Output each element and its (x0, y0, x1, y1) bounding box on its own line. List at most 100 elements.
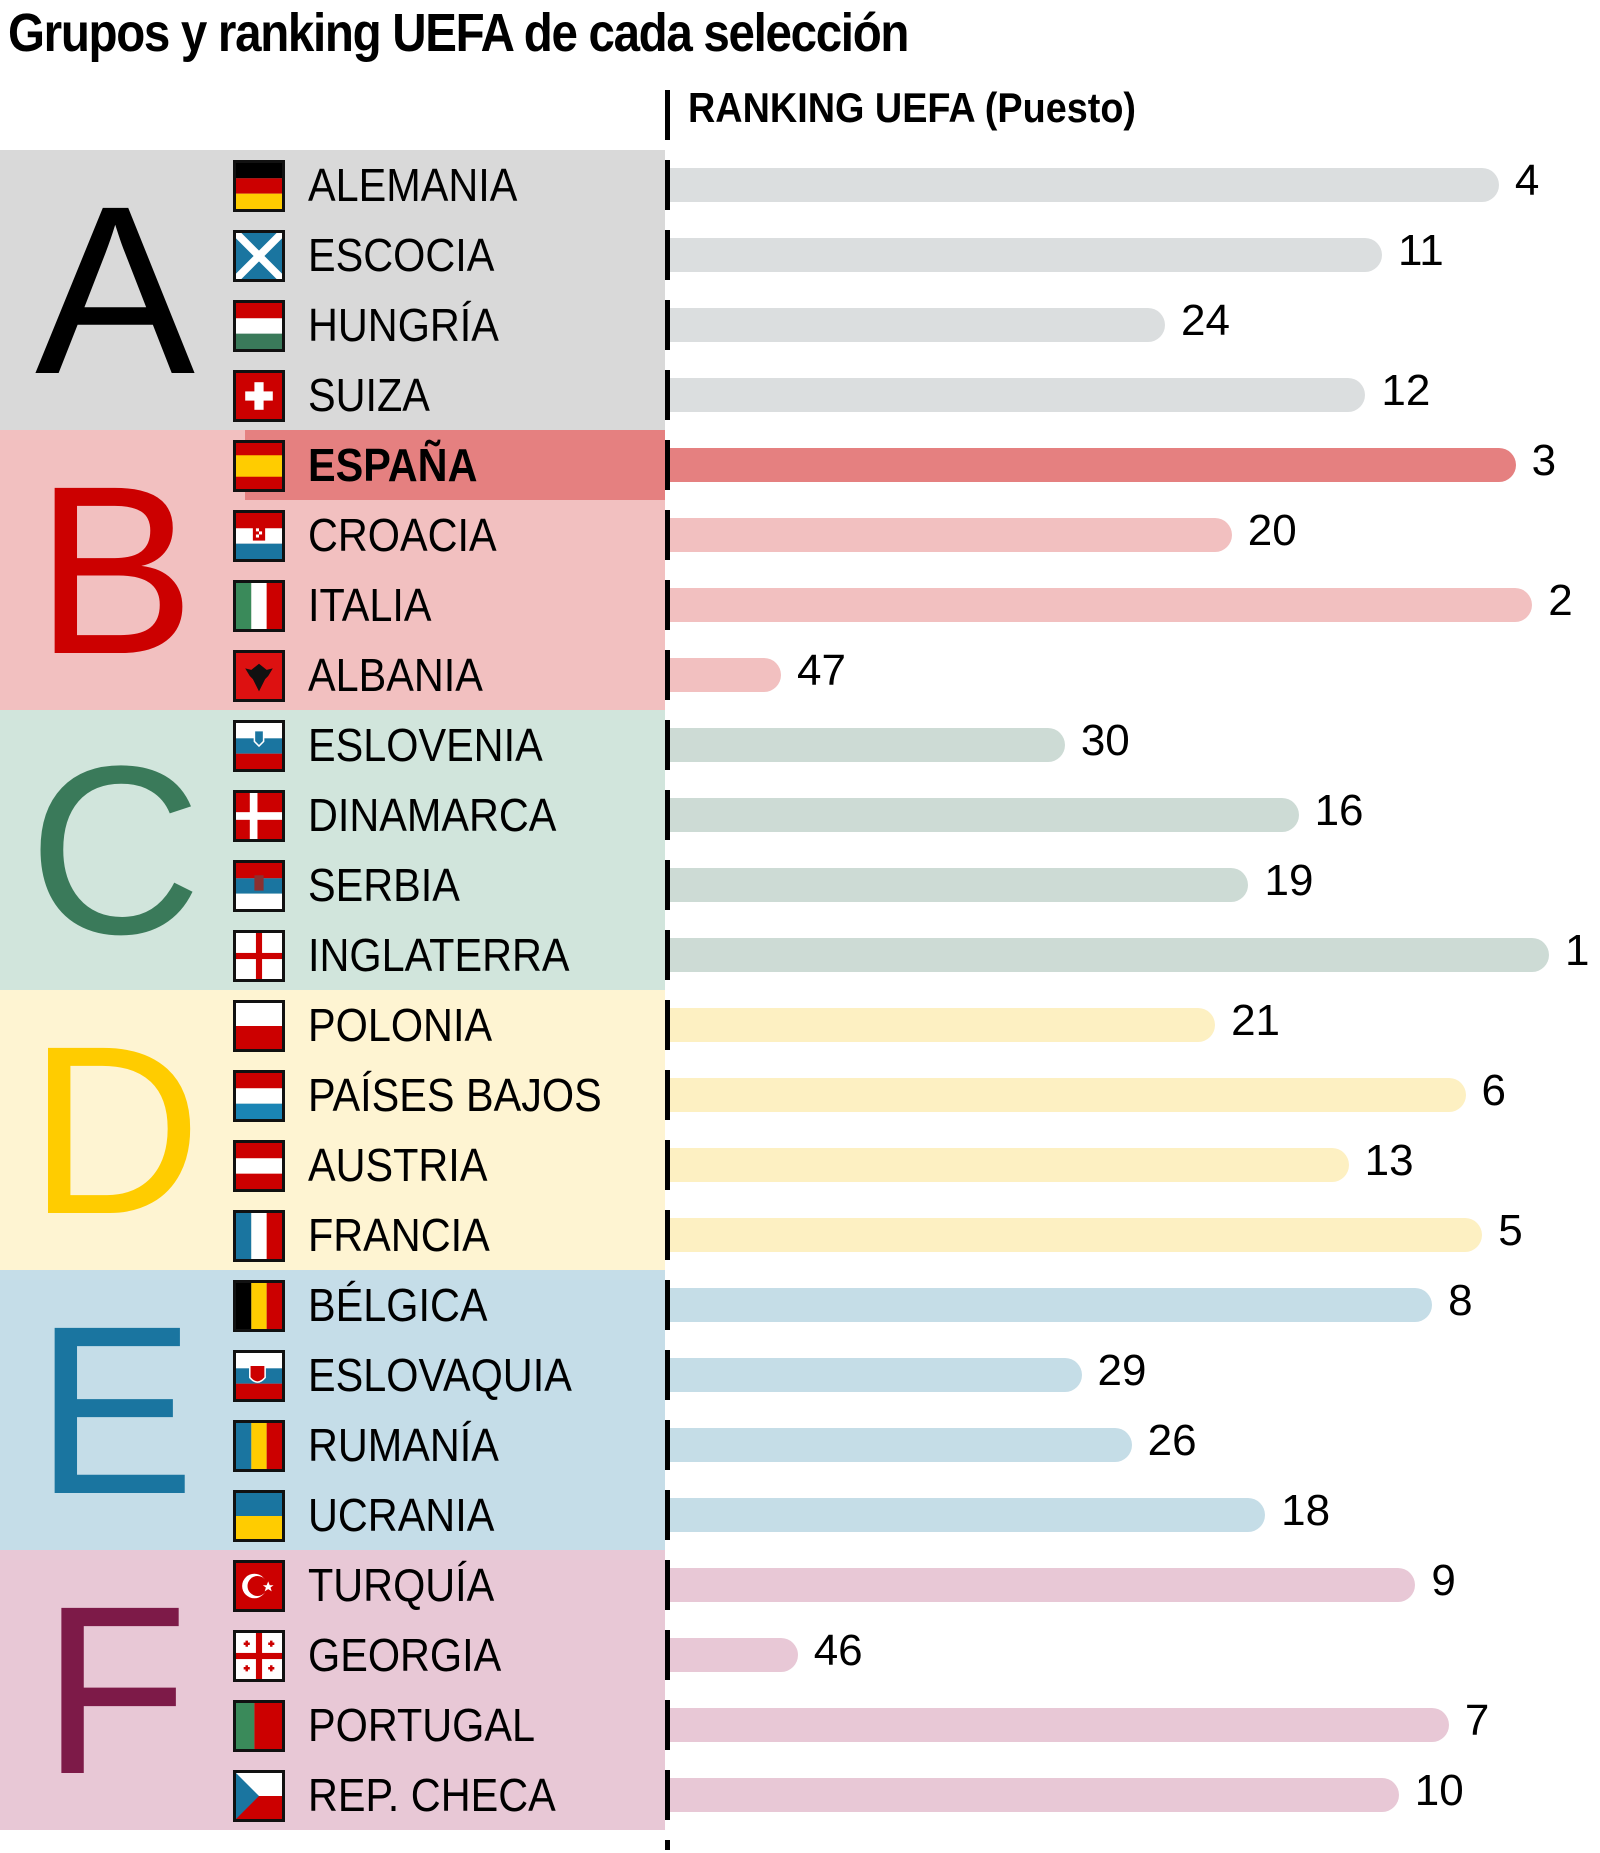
country-name: CROACIA (308, 509, 497, 561)
ranking-bar (668, 1778, 1399, 1812)
axis-line (665, 90, 670, 1850)
country-name: ALEMANIA (308, 159, 518, 211)
ranking-bar (668, 1568, 1416, 1602)
team-row: SERBIA 19 (0, 850, 1600, 920)
ranking-bar (668, 1078, 1466, 1112)
country-name: GEORGIA (308, 1629, 502, 1681)
group-letter: B (34, 436, 196, 704)
rank-value: 46 (813, 1626, 863, 1675)
rank-value: 12 (1381, 366, 1431, 415)
rank-value: 2 (1548, 576, 1573, 625)
country-name: UCRANIA (308, 1489, 495, 1541)
team-row: PAÍSES BAJOS 6 (0, 1060, 1600, 1130)
romania-flag-icon (233, 1420, 285, 1472)
team-row: BÉLGICA 8 (0, 1270, 1600, 1340)
team-row: FRANCIA 5 (0, 1200, 1600, 1270)
team-row: POLONIA 21 (0, 990, 1600, 1060)
rank-value: 5 (1498, 1206, 1523, 1255)
group-c: C (0, 710, 665, 990)
group-letter: F (41, 1556, 189, 1824)
ukraine-flag-icon (233, 1490, 285, 1542)
team-row: RUMANÍA 26 (0, 1410, 1600, 1480)
rank-value: 26 (1147, 1416, 1197, 1465)
team-row: SUIZA 12 (0, 360, 1600, 430)
ranking-bar (668, 238, 1383, 272)
country-name: PORTUGAL (308, 1699, 535, 1751)
team-row: UCRANIA 18 (0, 1480, 1600, 1550)
team-row: REP. CHECA 10 (0, 1760, 1600, 1830)
france-flag-icon (233, 1210, 285, 1262)
country-name: FRANCIA (308, 1209, 490, 1261)
slovenia-flag-icon (233, 720, 285, 772)
group-a: A (0, 150, 665, 430)
rank-value: 3 (1531, 436, 1557, 485)
country-name: BÉLGICA (308, 1279, 488, 1331)
netherlands-flag-icon (233, 1070, 285, 1122)
rank-value: 9 (1431, 1556, 1456, 1605)
ranking-bar (668, 938, 1549, 972)
country-name: SUIZA (308, 369, 430, 421)
rank-value: 30 (1080, 716, 1130, 765)
team-row: ESLOVENIA 30 (0, 710, 1600, 780)
rank-value: 4 (1514, 156, 1540, 205)
rank-value: 13 (1364, 1136, 1414, 1185)
rank-value: 1 (1565, 926, 1590, 975)
denmark-flag-icon (233, 790, 285, 842)
ranking-bar (668, 1008, 1216, 1042)
ranking-bar (668, 308, 1165, 342)
team-row: ESPAÑA 3 (0, 430, 1600, 500)
austria-flag-icon (233, 1140, 285, 1192)
country-name: INGLATERRA (308, 929, 570, 981)
germany-flag-icon (233, 160, 285, 212)
rank-value: 8 (1448, 1276, 1473, 1325)
country-name: REP. CHECA (308, 1769, 556, 1821)
turkey-flag-icon (233, 1560, 285, 1612)
group-letter: C (28, 716, 202, 984)
ranking-bar (668, 448, 1516, 482)
country-name: PAÍSES BAJOS (308, 1069, 602, 1121)
croatia-flag-icon (233, 510, 285, 562)
rank-value: 10 (1414, 1766, 1464, 1815)
chart-title: Grupos y ranking UEFA de cada selección (8, 3, 909, 63)
rank-value: 7 (1464, 1696, 1490, 1745)
rank-value: 11 (1398, 226, 1444, 275)
ranking-bar (668, 518, 1232, 552)
team-row: AUSTRIA 13 (0, 1130, 1600, 1200)
rank-value: 16 (1314, 786, 1364, 835)
italy-flag-icon (233, 580, 285, 632)
country-name: ESCOCIA (308, 229, 495, 281)
rank-value: 47 (797, 646, 846, 695)
switzerland-flag-icon (233, 370, 285, 422)
ranking-bar (668, 1428, 1132, 1462)
portugal-flag-icon (233, 1700, 285, 1752)
country-name: AUSTRIA (308, 1139, 488, 1191)
ranking-bar (668, 1708, 1449, 1742)
team-row: PORTUGAL 7 (0, 1690, 1600, 1760)
ranking-bar (668, 868, 1249, 902)
ranking-bar (668, 378, 1366, 412)
ranking-bar (668, 168, 1499, 202)
team-row: ITALIA 2 (0, 570, 1600, 640)
country-name: SERBIA (308, 859, 460, 911)
england-flag-icon (233, 930, 285, 982)
group-letter: E (34, 1276, 196, 1544)
team-row: ALEMANIA 4 (0, 150, 1600, 220)
country-name: POLONIA (308, 999, 493, 1051)
group-e: E (0, 1270, 665, 1550)
team-row: ESLOVAQUIA 29 (0, 1340, 1600, 1410)
group-f: F (0, 1550, 665, 1830)
ranking-bar (668, 588, 1533, 622)
hungary-flag-icon (233, 300, 285, 352)
belgium-flag-icon (233, 1280, 285, 1332)
ranking-bar (668, 1638, 798, 1672)
team-row: TURQUÍA 9 (0, 1550, 1600, 1620)
team-row: INGLATERRA 1 (0, 920, 1600, 990)
team-row: CROACIA 20 (0, 500, 1600, 570)
ranking-bar (668, 1218, 1483, 1252)
ranking-bar (668, 1288, 1433, 1322)
rank-value: 20 (1247, 506, 1297, 555)
team-row: ALBANIA 47 (0, 640, 1600, 710)
slovakia-flag-icon (233, 1350, 285, 1402)
country-name: TURQUÍA (308, 1559, 495, 1611)
georgia-flag-icon (233, 1630, 285, 1682)
